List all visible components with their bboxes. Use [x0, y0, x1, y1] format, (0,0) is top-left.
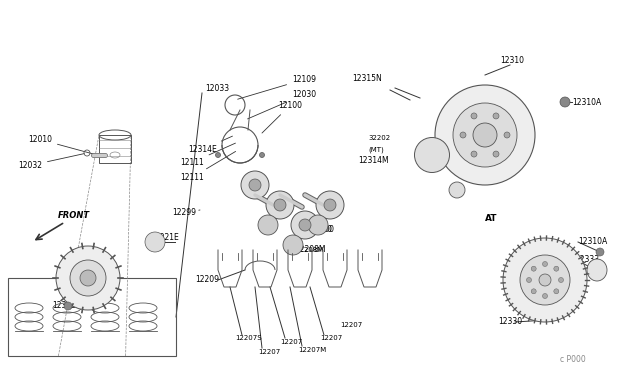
Text: 12333: 12333 [575, 256, 599, 264]
Circle shape [299, 219, 311, 231]
Text: 12331: 12331 [542, 294, 566, 302]
Text: 12208M: 12208M [295, 247, 323, 253]
Text: (MT): (MT) [368, 147, 384, 153]
Text: 12209: 12209 [195, 276, 219, 285]
Circle shape [596, 248, 604, 256]
Circle shape [258, 215, 278, 235]
Circle shape [503, 238, 587, 322]
Circle shape [471, 151, 477, 157]
Circle shape [259, 153, 264, 157]
Text: 12111: 12111 [180, 143, 236, 167]
Circle shape [291, 211, 319, 239]
Circle shape [560, 97, 570, 107]
Circle shape [435, 85, 535, 185]
Text: 12100: 12100 [262, 101, 302, 133]
Text: 12314E: 12314E [188, 136, 232, 154]
Circle shape [453, 103, 517, 167]
Circle shape [64, 302, 72, 310]
Circle shape [56, 246, 120, 310]
Circle shape [493, 151, 499, 157]
Text: 12200: 12200 [308, 225, 332, 234]
Text: 12109: 12109 [237, 75, 316, 99]
Circle shape [520, 255, 570, 305]
Circle shape [449, 182, 465, 198]
Circle shape [460, 132, 466, 138]
Circle shape [531, 266, 536, 271]
Circle shape [283, 235, 303, 255]
Text: 12315N: 12315N [352, 74, 381, 83]
Text: 12010: 12010 [28, 135, 94, 154]
Text: 12310: 12310 [500, 55, 524, 64]
Text: 12111: 12111 [180, 151, 236, 182]
Text: 12200: 12200 [310, 225, 334, 234]
Text: 12330: 12330 [498, 317, 522, 327]
Circle shape [324, 199, 336, 211]
Text: 12207S: 12207S [235, 335, 262, 341]
Circle shape [241, 171, 269, 199]
Text: 12207: 12207 [258, 349, 280, 355]
Ellipse shape [415, 138, 449, 173]
Circle shape [539, 274, 551, 286]
Circle shape [504, 132, 510, 138]
Circle shape [531, 289, 536, 294]
Circle shape [473, 123, 497, 147]
Circle shape [554, 266, 559, 271]
Circle shape [554, 289, 559, 294]
Text: 12207: 12207 [280, 339, 302, 345]
Text: 12207: 12207 [340, 322, 362, 328]
Circle shape [274, 199, 286, 211]
Circle shape [308, 215, 328, 235]
Circle shape [471, 113, 477, 119]
Text: 12303: 12303 [65, 267, 89, 276]
Circle shape [543, 294, 547, 298]
Text: FRONT: FRONT [58, 211, 90, 219]
Text: 12030: 12030 [248, 90, 316, 119]
Circle shape [249, 179, 261, 191]
Circle shape [80, 270, 96, 286]
Text: 12310A: 12310A [578, 237, 607, 247]
Text: 13021E: 13021E [150, 234, 179, 243]
Text: 12310A: 12310A [572, 97, 601, 106]
Text: 12032: 12032 [18, 154, 84, 170]
Circle shape [493, 113, 499, 119]
Text: 12299: 12299 [172, 208, 200, 217]
Text: 12303A: 12303A [52, 301, 81, 310]
Text: 12207: 12207 [320, 335, 342, 341]
Bar [8, 278, 176, 356]
Bar [99, 135, 131, 163]
Text: 12033: 12033 [205, 83, 229, 93]
Circle shape [316, 191, 344, 219]
Circle shape [527, 278, 531, 282]
Circle shape [70, 260, 106, 296]
Circle shape [559, 278, 563, 282]
Circle shape [543, 262, 547, 266]
Circle shape [145, 232, 165, 252]
Text: AT: AT [485, 214, 497, 222]
Circle shape [216, 153, 221, 157]
Text: 12314M: 12314M [358, 155, 388, 164]
Text: 12208M: 12208M [295, 246, 326, 254]
Text: 12207M: 12207M [298, 347, 326, 353]
Text: 32202: 32202 [368, 135, 390, 141]
Circle shape [266, 191, 294, 219]
Ellipse shape [587, 259, 607, 281]
Text: c P000: c P000 [560, 356, 586, 365]
